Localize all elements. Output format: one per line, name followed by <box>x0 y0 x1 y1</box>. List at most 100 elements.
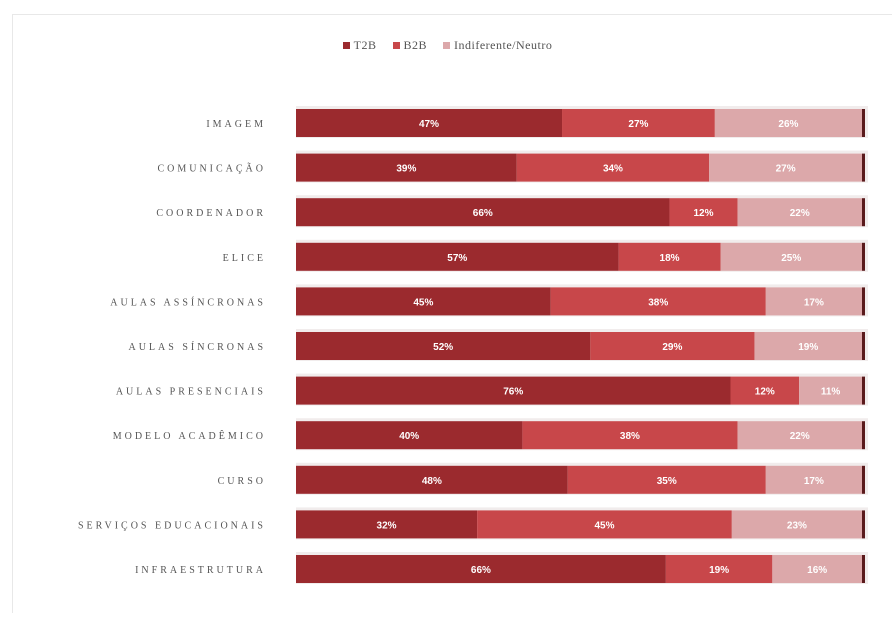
bar-row: SERVIÇOS EDUCACIONAIS 32% 45% 23% <box>78 507 868 540</box>
bar-row: COORDENADOR 66% 12% 22% <box>156 195 868 228</box>
bar-segment <box>522 421 738 450</box>
category-label: CURSO <box>218 476 266 487</box>
value-label: 39% <box>396 164 416 175</box>
bar-segment <box>296 465 568 494</box>
bar-end-cap <box>862 242 865 271</box>
value-label: 22% <box>790 431 810 442</box>
bar-segment <box>516 153 710 182</box>
value-label: 48% <box>422 476 442 487</box>
legend-swatch-t2b <box>342 42 350 49</box>
value-label: 38% <box>648 297 668 308</box>
value-label: 18% <box>660 253 680 264</box>
bar-end-cap <box>862 510 865 539</box>
value-label: 40% <box>399 431 419 442</box>
bar-row: CURSO 48% 35% 17% <box>218 462 868 495</box>
category-label: MODELO ACADÊMICO <box>113 430 266 442</box>
bar-end-cap <box>862 153 865 182</box>
bar-row: INFRAESTRUTURA 66% 19% 16% <box>135 552 868 584</box>
category-label: COORDENADOR <box>156 208 266 219</box>
value-label: 19% <box>709 565 729 576</box>
bar-end-cap <box>862 421 865 450</box>
value-label: 16% <box>807 565 827 576</box>
value-label: 76% <box>503 387 523 398</box>
bar-segment <box>772 555 862 583</box>
legend-label-t2b: T2B <box>353 38 377 52</box>
category-label: AULAS PRESENCIAIS <box>116 387 266 398</box>
bar-segment <box>296 332 591 360</box>
bar-segment <box>296 555 666 583</box>
bar-end-cap <box>862 287 865 316</box>
value-label: 23% <box>787 520 807 531</box>
category-label: COMUNICAÇÃO <box>157 163 266 175</box>
value-label: 35% <box>657 476 677 487</box>
value-label: 34% <box>603 164 623 175</box>
bar-row: IMAGEM 47% 27% 26% <box>206 106 868 138</box>
bar-segment <box>799 376 862 405</box>
bar-segment <box>296 109 563 137</box>
value-label: 47% <box>419 119 439 130</box>
value-label: 57% <box>447 253 467 264</box>
value-label: 45% <box>413 297 433 308</box>
value-label: 12% <box>755 387 775 398</box>
value-label: 29% <box>662 342 682 353</box>
value-label: 25% <box>781 253 801 264</box>
value-label: 38% <box>620 431 640 442</box>
value-label: 26% <box>778 119 798 130</box>
category-label: ELICE <box>223 253 266 264</box>
legend-item-b2b: B2B <box>392 38 428 53</box>
value-label: 66% <box>473 208 493 219</box>
value-label: 12% <box>694 208 714 219</box>
legend-item-t2b: T2B <box>342 38 377 53</box>
bar-end-cap <box>862 198 865 227</box>
bar-segment <box>765 465 862 494</box>
legend-swatch-neutral <box>443 42 451 49</box>
bar-segment <box>296 153 517 182</box>
bar-segment <box>709 153 862 182</box>
bar-segment <box>562 109 715 137</box>
bar-segment <box>550 287 766 316</box>
value-label: 19% <box>798 342 818 353</box>
bar-segment <box>737 198 862 227</box>
bar-end-cap <box>862 109 865 137</box>
bar-segment <box>754 332 862 360</box>
bar-segment <box>765 287 862 316</box>
bar-segment <box>737 421 862 450</box>
bar-segment <box>731 510 862 539</box>
bar-segment <box>567 465 766 494</box>
bar-row: COMUNICAÇÃO 39% 34% 27% <box>157 150 868 183</box>
bar-end-cap <box>862 465 865 494</box>
bar-segment <box>669 198 738 227</box>
chart-frame <box>12 14 892 613</box>
value-label: 52% <box>433 342 453 353</box>
bar-row: MODELO ACADÊMICO 40% 38% 22% <box>113 418 868 451</box>
bar-segment <box>296 421 523 450</box>
value-label: 27% <box>628 119 648 130</box>
bar-segment <box>296 287 551 316</box>
bar-segment <box>296 242 619 271</box>
category-label: AULAS SÍNCRONAS <box>128 341 266 353</box>
value-label: 17% <box>804 476 824 487</box>
bar-end-cap <box>862 332 865 360</box>
bar-segment <box>665 555 773 583</box>
category-label: AULAS ASSÍNCRONAS <box>110 296 266 308</box>
bar-row: AULAS PRESENCIAIS 76% 12% 11% <box>116 373 868 406</box>
bar-segment <box>720 242 862 271</box>
legend-label-neutral: Indiferente/Neutro <box>454 38 553 52</box>
bar-row: ELICE 57% 18% 25% <box>223 239 868 272</box>
value-label: 45% <box>594 520 614 531</box>
value-label: 66% <box>471 565 491 576</box>
bar-end-cap <box>862 555 865 583</box>
bar-row: AULAS ASSÍNCRONAS 45% 38% 17% <box>110 284 868 317</box>
bar-segment <box>477 510 732 539</box>
category-label: SERVIÇOS EDUCACIONAIS <box>78 520 266 531</box>
bar-segment <box>618 242 721 271</box>
bar-row: AULAS SÍNCRONAS 52% 29% 19% <box>128 329 868 361</box>
bar-segment <box>730 376 800 405</box>
bar-segment <box>714 109 862 137</box>
legend-item-neutral: Indiferente/Neutro <box>443 38 552 53</box>
legend-swatch-b2b <box>392 42 400 49</box>
category-label: IMAGEM <box>206 119 266 130</box>
bar-end-cap <box>862 376 865 405</box>
chart-legend: T2B B2B Indiferente/Neutro <box>0 38 895 53</box>
